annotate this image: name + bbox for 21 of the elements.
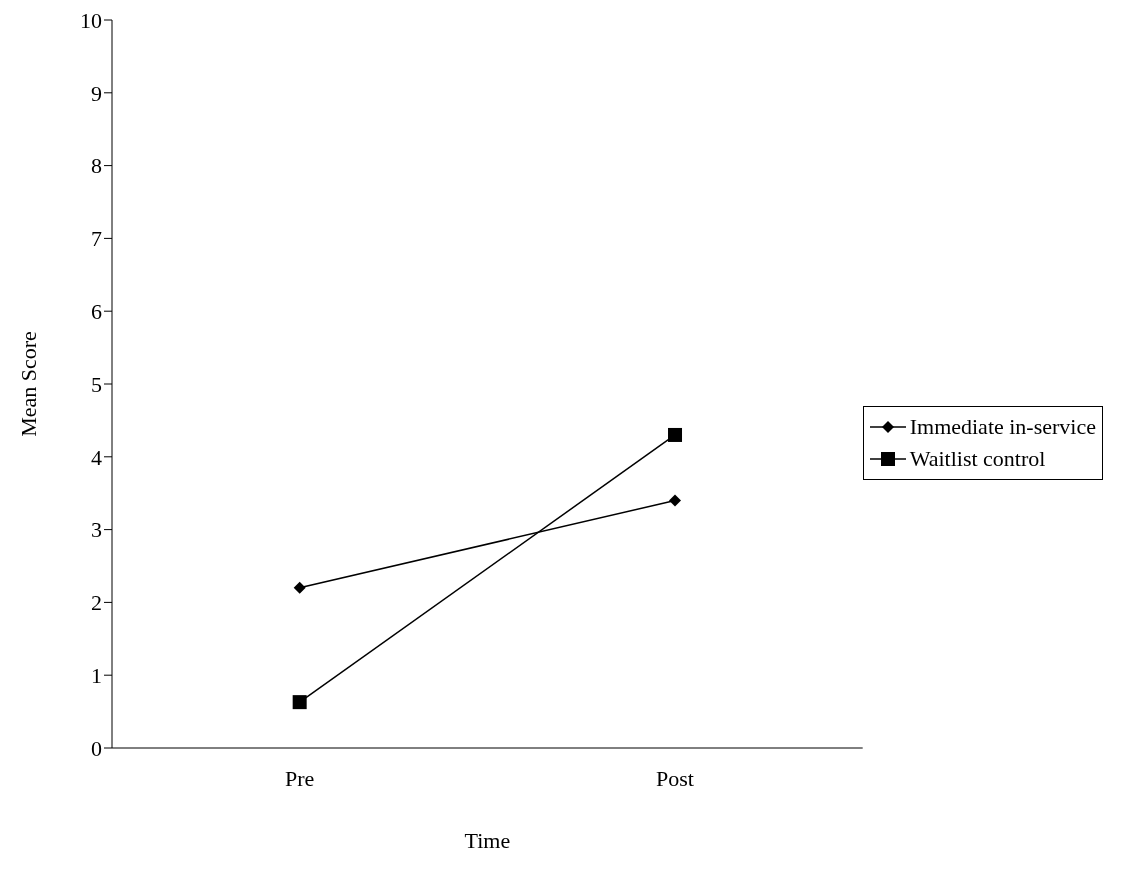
legend-label: Waitlist control — [909, 446, 1046, 472]
point — [293, 581, 306, 594]
x-tick-label: Post — [656, 765, 694, 791]
y-tick-label: 10 — [80, 7, 102, 33]
x-axis-title: Time — [464, 828, 511, 853]
y-tick-label: 3 — [91, 517, 102, 543]
x-tick-label: Pre — [285, 765, 315, 791]
y-tick-label: 2 — [91, 590, 102, 616]
y-tick-label: 0 — [91, 735, 102, 761]
legend-label: Immediate in-service — [909, 414, 1096, 440]
y-tick-label: 4 — [91, 444, 102, 470]
point — [668, 427, 683, 442]
y-tick-label: 8 — [91, 153, 102, 179]
point — [292, 695, 307, 710]
y-axis-title: Mean Score — [15, 331, 41, 437]
y-tick-label: 5 — [91, 371, 102, 397]
y-tick-label: 6 — [91, 299, 102, 325]
y-tick-label: 1 — [91, 663, 102, 689]
y-tick-label: 7 — [91, 226, 102, 252]
y-tick-label: 9 — [91, 80, 102, 106]
point — [669, 494, 682, 507]
